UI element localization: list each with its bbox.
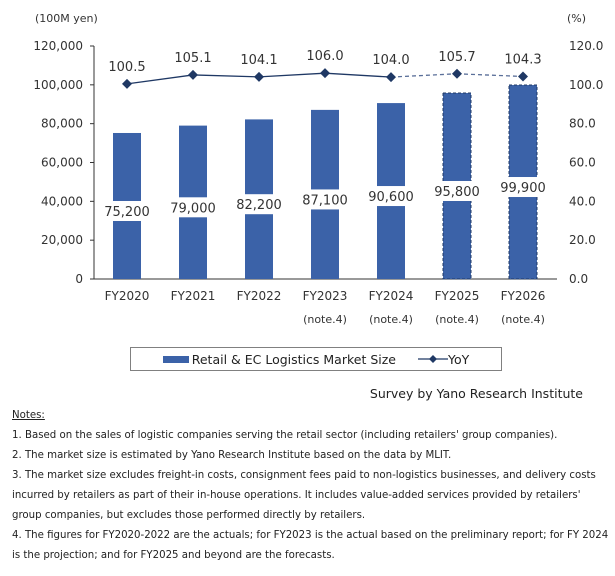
bar-value-label: 87,100 — [302, 193, 348, 208]
yoy-marker — [452, 68, 462, 79]
bar-label-bg — [97, 200, 157, 221]
note-3: 3. The market size excludes freight-in c… — [12, 470, 596, 521]
yoy-marker — [122, 78, 132, 89]
right-tick-label: 40.0 — [569, 194, 596, 208]
legend-item-yoy: YoY — [418, 352, 469, 367]
note-2: 2. The market size is estimated by Yano … — [12, 450, 452, 461]
yoy-line-segment — [258, 72, 326, 78]
x-tick-label: FY2026 — [501, 289, 546, 303]
left-tick-label: 120,000 — [33, 39, 83, 53]
notes: Notes: 1. Based on the sales of logistic… — [12, 406, 612, 566]
yoy-value-label: 106.0 — [306, 49, 343, 64]
right-tick-label: 20.0 — [569, 233, 596, 247]
yoy-marker — [188, 69, 198, 80]
left-tick-label: 100,000 — [33, 78, 83, 92]
x-tick-label: FY2020 — [105, 289, 150, 303]
x-tick-note: (note.4) — [369, 313, 413, 326]
yoy-marker — [254, 71, 264, 82]
bar-value-label: 79,000 — [170, 201, 216, 216]
x-tick-label: FY2022 — [237, 289, 282, 303]
x-tick-label: FY2025 — [435, 289, 480, 303]
x-tick-label: FY2023 — [303, 289, 348, 303]
left-tick-label: 20,000 — [41, 233, 83, 247]
right-axis-unit: (%) — [567, 12, 586, 25]
yoy-line-segment — [456, 73, 524, 78]
x-tick-note: (note.4) — [303, 313, 347, 326]
yoy-value-label: 104.1 — [240, 53, 277, 68]
bar-label-bg — [493, 177, 553, 198]
left-axis-unit: (100M yen) — [35, 12, 98, 25]
x-tick-note: (note.4) — [435, 313, 479, 326]
legend-label-market-size: Retail & EC Logistics Market Size — [191, 351, 396, 367]
legend-swatch-line — [418, 355, 448, 363]
bar-value-label: 82,200 — [236, 198, 282, 213]
bar-value-label: 99,900 — [500, 181, 546, 196]
left-tick-label: 80,000 — [41, 117, 83, 131]
yoy-value-label: 104.0 — [372, 53, 409, 68]
yoy-value-label: 100.5 — [108, 60, 145, 75]
note-1: 1. Based on the sales of logistic compan… — [12, 430, 558, 441]
left-tick-label: 0 — [75, 272, 83, 286]
bar-label-bg — [295, 189, 355, 210]
bar-value-label: 90,600 — [368, 190, 414, 205]
yoy-marker — [386, 72, 396, 83]
yoy-value-label: 105.7 — [438, 50, 475, 65]
x-tick-label: FY2021 — [171, 289, 216, 303]
yoy-marker — [518, 71, 528, 82]
chart-svg: (100M yen) (%) 0 20,000 40,000 60,000 80,000… — [33, 12, 603, 326]
bar-value-label: 75,200 — [104, 205, 150, 220]
right-tick-label: 80.0 — [569, 117, 596, 131]
yoy-line-segment — [192, 74, 260, 78]
source-credit: Survey by Yano Research Institute — [369, 386, 583, 401]
legend: Retail & EC Logistics Market Size YoY — [130, 347, 502, 371]
yoy-value-label: 104.3 — [504, 52, 541, 67]
bar-label-bg — [163, 197, 223, 218]
legend-item-market-size: Retail & EC Logistics Market Size — [162, 351, 396, 367]
yoy-value-label: 105.1 — [174, 51, 211, 66]
bar-label-bg — [361, 186, 421, 207]
yoy-line-segment — [126, 74, 194, 85]
right-tick-label: 120.0 — [569, 39, 603, 53]
bar-label-bg — [427, 180, 487, 201]
left-tick-label: 60,000 — [41, 156, 83, 170]
right-tick-label: 60.0 — [569, 156, 596, 170]
yoy-line-segment — [390, 73, 458, 78]
left-tick-label: 40,000 — [41, 194, 83, 208]
bar-label-bg — [229, 194, 289, 215]
x-tick-note: (note.4) — [501, 313, 545, 326]
yoy-marker — [320, 68, 330, 79]
note-4: 4. The figures for FY2020-2022 are the a… — [12, 530, 609, 561]
bar-value-label: 95,800 — [434, 185, 480, 200]
legend-swatch-bar — [162, 355, 189, 363]
right-tick-label: 0.0 — [569, 272, 588, 286]
right-tick-label: 100.0 — [569, 78, 603, 92]
x-tick-label: FY2024 — [369, 289, 414, 303]
yoy-line-segment — [324, 72, 392, 78]
legend-label-yoy: YoY — [448, 351, 470, 367]
notes-heading: Notes: — [12, 410, 45, 421]
